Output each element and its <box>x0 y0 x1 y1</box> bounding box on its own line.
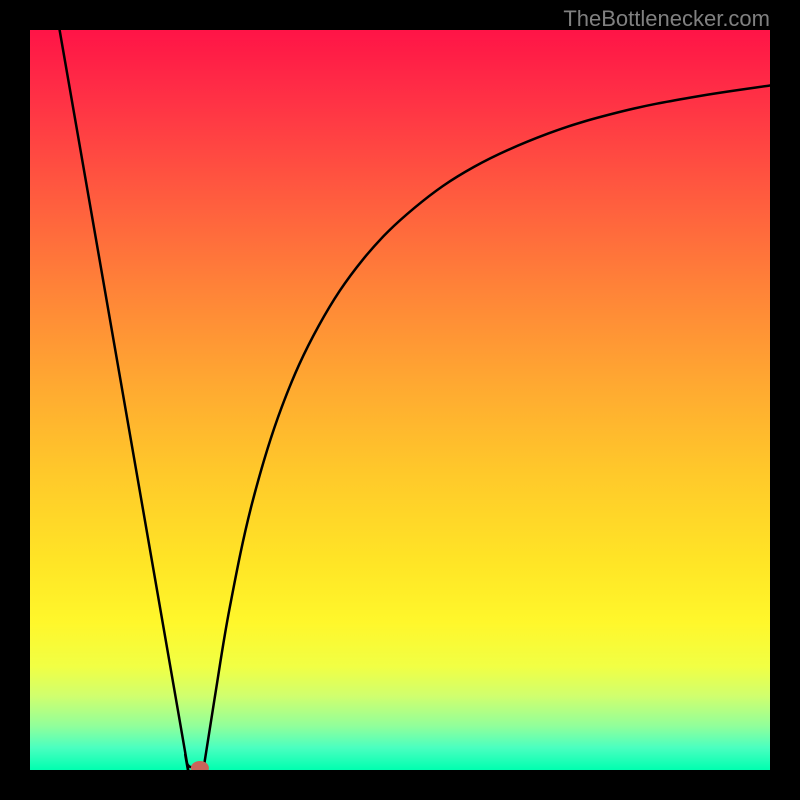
curve-left-descent <box>60 30 204 770</box>
watermark-text: TheBottlenecker.com <box>563 6 770 32</box>
plot-area <box>30 30 770 770</box>
chart-frame: TheBottlenecker.com <box>0 0 800 800</box>
curve-right-ascent <box>204 86 770 767</box>
curve-layer <box>30 30 770 770</box>
minimum-marker <box>191 761 209 770</box>
